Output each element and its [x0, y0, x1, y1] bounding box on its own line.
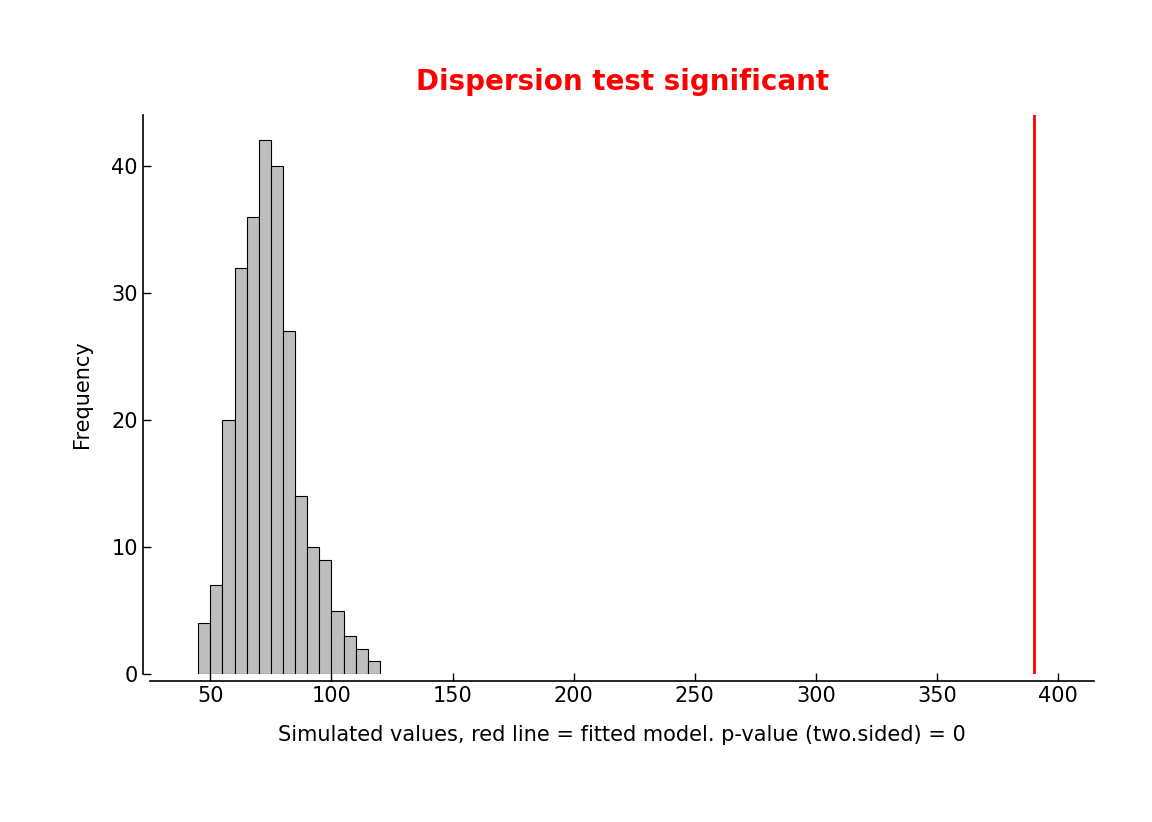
Title: Dispersion test significant: Dispersion test significant [416, 68, 828, 96]
Bar [283, 331, 295, 674]
Bar [271, 166, 283, 674]
Bar [222, 420, 235, 674]
Bar [211, 585, 222, 674]
Bar [319, 560, 332, 674]
X-axis label: Simulated values, red line = fitted model. p-value (two.sided) = 0: Simulated values, red line = fitted mode… [278, 725, 967, 746]
Bar [295, 496, 308, 674]
Bar [259, 141, 271, 674]
Bar [235, 267, 247, 674]
Bar [308, 547, 319, 674]
Y-axis label: Frequency: Frequency [73, 340, 92, 449]
Bar [343, 636, 356, 674]
Bar [367, 662, 380, 674]
Bar [332, 611, 343, 674]
Bar [198, 623, 211, 674]
Bar [247, 217, 259, 674]
Bar [356, 649, 367, 674]
